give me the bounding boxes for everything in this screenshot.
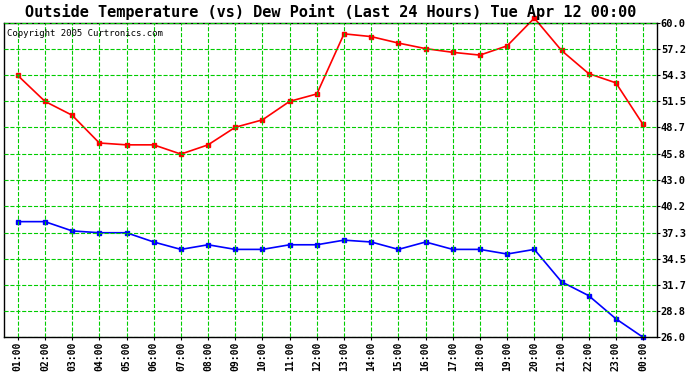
Text: Copyright 2005 Curtronics.com: Copyright 2005 Curtronics.com — [8, 29, 164, 38]
Title: Outside Temperature (vs) Dew Point (Last 24 Hours) Tue Apr 12 00:00: Outside Temperature (vs) Dew Point (Last… — [25, 4, 636, 20]
